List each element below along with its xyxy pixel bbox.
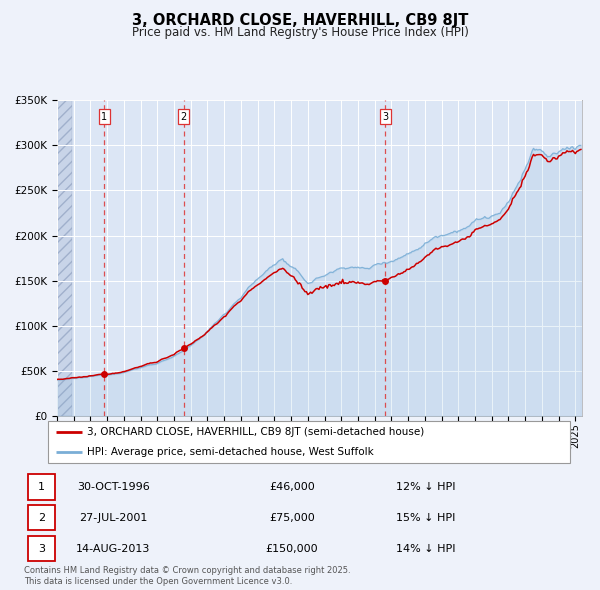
- Text: 3, ORCHARD CLOSE, HAVERHILL, CB9 8JT: 3, ORCHARD CLOSE, HAVERHILL, CB9 8JT: [132, 13, 468, 28]
- FancyBboxPatch shape: [48, 421, 570, 463]
- Text: £46,000: £46,000: [269, 482, 315, 492]
- Text: 3: 3: [382, 112, 388, 122]
- Text: 2: 2: [181, 112, 187, 122]
- Text: 27-JUL-2001: 27-JUL-2001: [79, 513, 148, 523]
- FancyBboxPatch shape: [28, 536, 55, 561]
- Text: Contains HM Land Registry data © Crown copyright and database right 2025.
This d: Contains HM Land Registry data © Crown c…: [24, 566, 350, 586]
- Text: HPI: Average price, semi-detached house, West Suffolk: HPI: Average price, semi-detached house,…: [87, 447, 374, 457]
- Text: 1: 1: [101, 112, 107, 122]
- Text: 12% ↓ HPI: 12% ↓ HPI: [396, 482, 455, 492]
- Text: 15% ↓ HPI: 15% ↓ HPI: [396, 513, 455, 523]
- Text: £150,000: £150,000: [266, 543, 318, 553]
- Text: 14% ↓ HPI: 14% ↓ HPI: [396, 543, 455, 553]
- Text: 2: 2: [38, 513, 45, 523]
- Text: £75,000: £75,000: [269, 513, 315, 523]
- Text: 30-OCT-1996: 30-OCT-1996: [77, 482, 149, 492]
- FancyBboxPatch shape: [28, 505, 55, 530]
- Text: Price paid vs. HM Land Registry's House Price Index (HPI): Price paid vs. HM Land Registry's House …: [131, 26, 469, 39]
- Text: 14-AUG-2013: 14-AUG-2013: [76, 543, 151, 553]
- FancyBboxPatch shape: [28, 474, 55, 500]
- Text: 3, ORCHARD CLOSE, HAVERHILL, CB9 8JT (semi-detached house): 3, ORCHARD CLOSE, HAVERHILL, CB9 8JT (se…: [87, 427, 424, 437]
- Text: 3: 3: [38, 543, 45, 553]
- Text: 1: 1: [38, 482, 45, 492]
